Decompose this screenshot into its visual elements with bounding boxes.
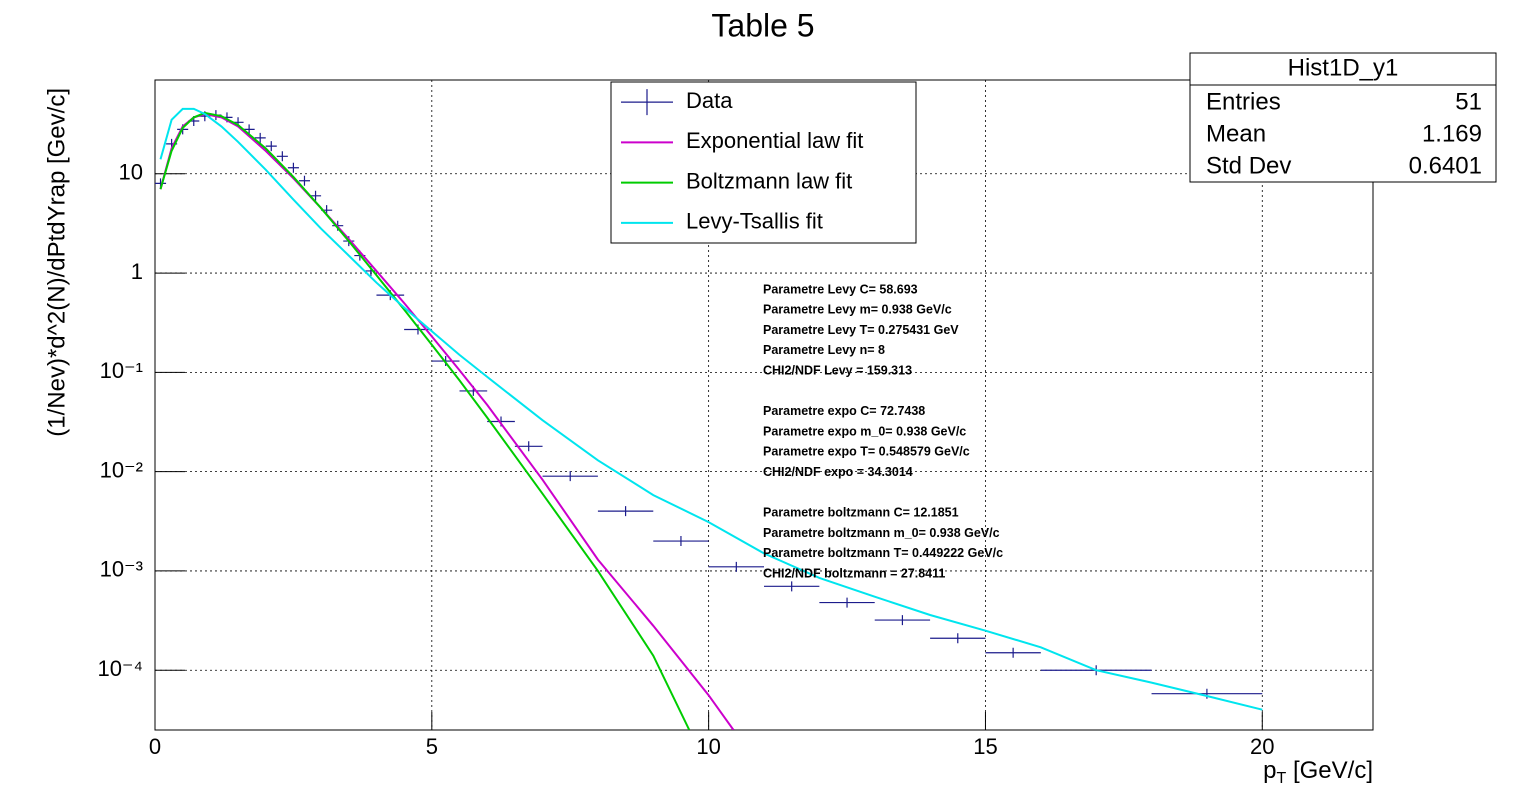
legend-label: Data <box>686 88 733 113</box>
y-tick-label: 10⁻¹ <box>100 358 143 383</box>
x-axis-title-unit: [GeV/c] <box>1286 757 1373 784</box>
data-point <box>985 647 1041 658</box>
y-tick-label: 10⁻³ <box>100 557 143 582</box>
x-axis-title-main: p <box>1263 757 1276 784</box>
fit-parameter: Parametre expo m_0= 0.938 GeV/c <box>763 424 966 438</box>
fit-parameter: CHI2/NDF boltzmann = 27.8411 <box>763 566 945 580</box>
stats-label: Mean <box>1206 120 1266 147</box>
x-tick-label: 0 <box>149 734 161 759</box>
data-point <box>276 151 288 162</box>
legend-marker <box>621 89 673 116</box>
stats-value: 1.169 <box>1422 120 1482 147</box>
legend-label: Levy-Tsallis fit <box>686 209 823 234</box>
data-point <box>874 615 931 626</box>
y-axis-title: (1/Nev)*d^2(N)/dPtdYrap [Gev/c] <box>43 88 70 437</box>
fit-line <box>159 107 1263 711</box>
x-tick-label: 20 <box>1250 734 1274 759</box>
data-point <box>287 162 299 173</box>
y-tick-label: 10 <box>119 160 143 185</box>
fit-parameter: Parametre Levy C= 58.693 <box>763 282 918 296</box>
data-point <box>930 633 986 644</box>
y-tick-label: 10⁻² <box>100 457 143 482</box>
fit-parameter: Parametre boltzmann m_0= 0.938 GeV/c <box>763 526 1000 540</box>
plot-frame <box>154 79 1374 731</box>
data-point <box>514 441 543 452</box>
fit-parameter: Parametre expo T= 0.548579 GeV/c <box>763 445 970 459</box>
legend-box <box>610 81 917 244</box>
data-point <box>243 124 255 135</box>
stats-label: Entries <box>1206 88 1281 115</box>
data-point <box>265 141 277 152</box>
legend-label: Exponential law fit <box>686 128 863 153</box>
fit-parameter: CHI2/NDF expo = 34.3014 <box>763 465 913 479</box>
x-axis-title: pT [GeV/c] <box>1263 757 1373 787</box>
data-point <box>298 175 311 186</box>
data-point <box>542 471 598 482</box>
data-point <box>254 132 266 143</box>
fit-parameter: Parametre Levy m= 0.938 GeV/c <box>763 303 952 317</box>
data-point <box>764 581 820 592</box>
data-point <box>819 597 875 608</box>
y-tick-label: 1 <box>131 259 143 284</box>
data-point <box>708 561 764 572</box>
fit-parameter: Parametre Levy T= 0.275431 GeV <box>763 323 959 337</box>
fit-line <box>159 111 691 730</box>
data-point <box>597 506 654 517</box>
plot-area <box>155 107 1263 730</box>
fit-parameter: Parametre boltzmann T= 0.449222 GeV/c <box>763 546 1003 560</box>
data-point <box>310 190 322 201</box>
stats-label: Std Dev <box>1206 152 1291 179</box>
x-tick-label: 15 <box>973 734 997 759</box>
data-point <box>653 536 709 547</box>
stats-box <box>1189 52 1497 183</box>
stats-title: Hist1D_y1 <box>1288 54 1399 81</box>
stats-value: 51 <box>1455 88 1482 115</box>
y-tick-label: 10⁻⁴ <box>97 656 143 681</box>
fit-parameter: CHI2/NDF Levy = 159.313 <box>763 363 912 377</box>
fit-parameter: Parametre boltzmann C= 12.1851 <box>763 506 959 520</box>
stats-value: 0.6401 <box>1409 152 1482 179</box>
data-point <box>1151 688 1263 699</box>
x-tick-label: 10 <box>696 734 720 759</box>
fit-parameter: Parametre Levy n= 8 <box>763 343 885 357</box>
x-axis-title-sub: T <box>1277 770 1287 787</box>
legend-label: Boltzmann law fit <box>686 168 852 193</box>
fit-parameter: Parametre expo C= 72.7438 <box>763 404 925 418</box>
x-tick-label: 5 <box>426 734 438 759</box>
chart-title: Table 5 <box>711 7 814 43</box>
